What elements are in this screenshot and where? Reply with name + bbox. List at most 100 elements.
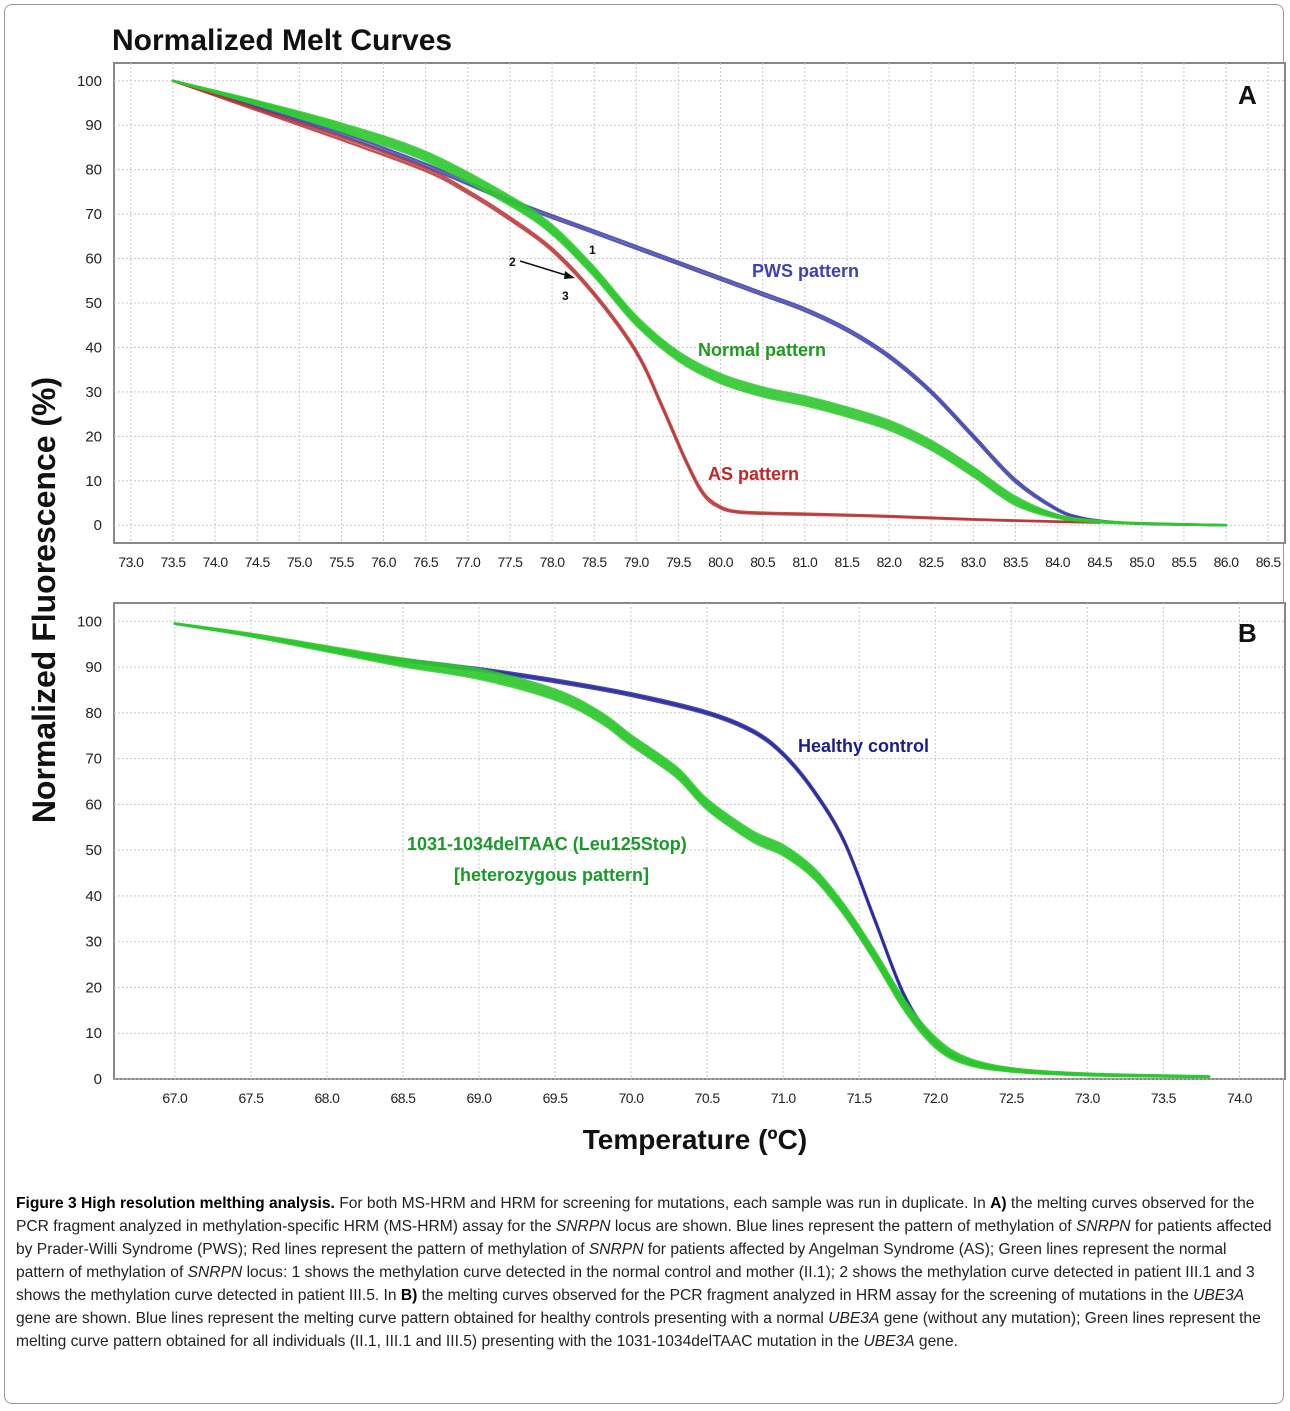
x-tick-label: 73.0 xyxy=(1075,1090,1101,1106)
x-tick-label: 79.0 xyxy=(624,554,650,570)
panel-a-plot-area xyxy=(113,62,1286,544)
panel-b-y-ticks: 0 10 20 30 40 50 60 70 80 90 100 xyxy=(77,613,102,1088)
panel-a-letter: A xyxy=(1238,80,1257,110)
x-tick-label: 86.5 xyxy=(1256,554,1282,570)
melt-curves-figure: Normalized Melt Curves 01020304050607080… xyxy=(26,24,1286,1155)
y-axis-label: Normalized Fluorescence (%) xyxy=(26,377,62,823)
x-tick-label: 82.0 xyxy=(877,554,903,570)
y-tick-label: 60 xyxy=(85,796,102,813)
x-tick-label: 85.5 xyxy=(1171,554,1197,570)
panel-b-plot-area xyxy=(113,602,1286,1080)
series-line xyxy=(171,79,1228,527)
panel-b-x-ticks: 67.0 67.5 68.0 68.5 69.0 69.5 70.0 70.5 71.0 71.5… xyxy=(162,1090,1253,1106)
curve-2-arrow xyxy=(519,260,573,278)
curve-2-arrowhead xyxy=(564,271,575,279)
x-tick-label: 83.5 xyxy=(1003,554,1029,570)
y-tick-label: 50 xyxy=(85,842,102,859)
x-tick-label: 78.0 xyxy=(540,554,566,570)
x-tick-label: 78.5 xyxy=(582,554,608,570)
series-line xyxy=(173,622,1211,1078)
x-tick-label: 81.0 xyxy=(792,554,818,570)
mutation-label: 1031-1034delTAAC (Leu125Stop) xyxy=(407,834,687,854)
y-tick-label: 90 xyxy=(85,659,102,676)
y-tick-label: 10 xyxy=(85,1025,102,1042)
panel-a-curves xyxy=(171,79,1228,527)
x-tick-label: 71.5 xyxy=(847,1090,873,1106)
curve-number-3: 3 xyxy=(562,289,569,303)
x-tick-label: 82.5 xyxy=(919,554,945,570)
x-axis-label: Temperature (ºC) xyxy=(583,1124,807,1155)
y-tick-label: 100 xyxy=(77,613,102,630)
x-tick-label: 74.5 xyxy=(245,554,271,570)
chart-title: Normalized Melt Curves xyxy=(112,24,452,57)
x-tick-label: 70.5 xyxy=(695,1090,721,1106)
y-tick-label: 50 xyxy=(85,295,102,312)
y-tick-label: 40 xyxy=(85,888,102,905)
series-line xyxy=(171,79,1101,524)
x-tick-label: 67.5 xyxy=(238,1090,264,1106)
x-tick-label: 69.5 xyxy=(543,1090,569,1106)
y-tick-label: 0 xyxy=(94,517,102,534)
heterozygous-label: [heterozygous pattern] xyxy=(454,865,649,885)
series-normal-pattern xyxy=(171,79,1228,527)
series-1031-1034deltaac-leu125stop xyxy=(173,622,1211,1079)
y-tick-label: 80 xyxy=(85,705,102,722)
x-tick-label: 73.0 xyxy=(118,554,144,570)
x-tick-label: 83.0 xyxy=(961,554,987,570)
x-tick-label: 74.0 xyxy=(1227,1090,1253,1106)
curve-number-1: 1 xyxy=(589,243,596,257)
panel-a: 0 10 20 30 40 50 60 70 80 90 100 73.0 73.5 74.0 74.5 7… xyxy=(77,62,1286,570)
x-tick-label: 68.0 xyxy=(314,1090,340,1106)
y-tick-label: 70 xyxy=(85,206,102,223)
x-tick-label: 86.0 xyxy=(1214,554,1240,570)
x-tick-label: 69.0 xyxy=(467,1090,493,1106)
series-as-pattern xyxy=(171,79,1101,524)
healthy-control-label: Healthy control xyxy=(798,736,929,756)
panel-b-letter: B xyxy=(1238,618,1257,648)
x-tick-label: 80.0 xyxy=(708,554,734,570)
y-tick-label: 30 xyxy=(85,934,102,951)
x-tick-label: 73.5 xyxy=(1151,1090,1177,1106)
x-tick-label: 71.0 xyxy=(771,1090,797,1106)
x-tick-label: 77.5 xyxy=(498,554,524,570)
y-tick-label: 20 xyxy=(85,428,102,445)
y-tick-label: 0 xyxy=(94,1071,102,1088)
caption-label: Figure 3 High resolution melthing analys… xyxy=(16,1195,335,1212)
panel-b-curves xyxy=(173,622,1211,1079)
x-tick-label: 73.5 xyxy=(161,554,187,570)
y-tick-label: 80 xyxy=(85,162,102,179)
y-tick-label: 60 xyxy=(85,251,102,268)
x-tick-label: 70.0 xyxy=(619,1090,645,1106)
pws-pattern-label: PWS pattern xyxy=(752,261,859,281)
x-tick-label: 67.0 xyxy=(162,1090,188,1106)
x-tick-label: 81.5 xyxy=(834,554,860,570)
figure-caption: Figure 3 High resolution melthing analys… xyxy=(16,1195,1272,1350)
normal-pattern-label: Normal pattern xyxy=(698,340,826,360)
y-tick-label: 40 xyxy=(85,339,102,356)
x-tick-label: 72.5 xyxy=(999,1090,1025,1106)
as-pattern-label: AS pattern xyxy=(708,464,799,484)
y-tick-label: 20 xyxy=(85,979,102,996)
curve-number-2: 2 xyxy=(509,255,516,269)
y-tick-label: 10 xyxy=(85,473,102,490)
y-tick-label: 30 xyxy=(85,384,102,401)
x-tick-label: 79.5 xyxy=(666,554,692,570)
x-tick-label: 76.0 xyxy=(371,554,397,570)
x-tick-label: 84.5 xyxy=(1087,554,1113,570)
y-tick-label: 90 xyxy=(85,117,102,134)
panel-a-grid xyxy=(114,63,1285,543)
y-tick-label: 70 xyxy=(85,751,102,768)
x-tick-label: 76.5 xyxy=(413,554,439,570)
y-tick-label: 100 xyxy=(77,73,102,90)
x-tick-label: 80.5 xyxy=(750,554,776,570)
x-tick-label: 72.0 xyxy=(923,1090,949,1106)
x-tick-label: 74.0 xyxy=(203,554,229,570)
x-tick-label: 75.5 xyxy=(329,554,355,570)
x-tick-label: 75.0 xyxy=(287,554,313,570)
panel-a-y-ticks: 0 10 20 30 40 50 60 70 80 90 100 xyxy=(77,73,102,534)
x-tick-label: 85.0 xyxy=(1129,554,1155,570)
x-tick-label: 84.0 xyxy=(1045,554,1071,570)
x-tick-label: 68.5 xyxy=(391,1090,417,1106)
x-tick-label: 77.0 xyxy=(455,554,481,570)
